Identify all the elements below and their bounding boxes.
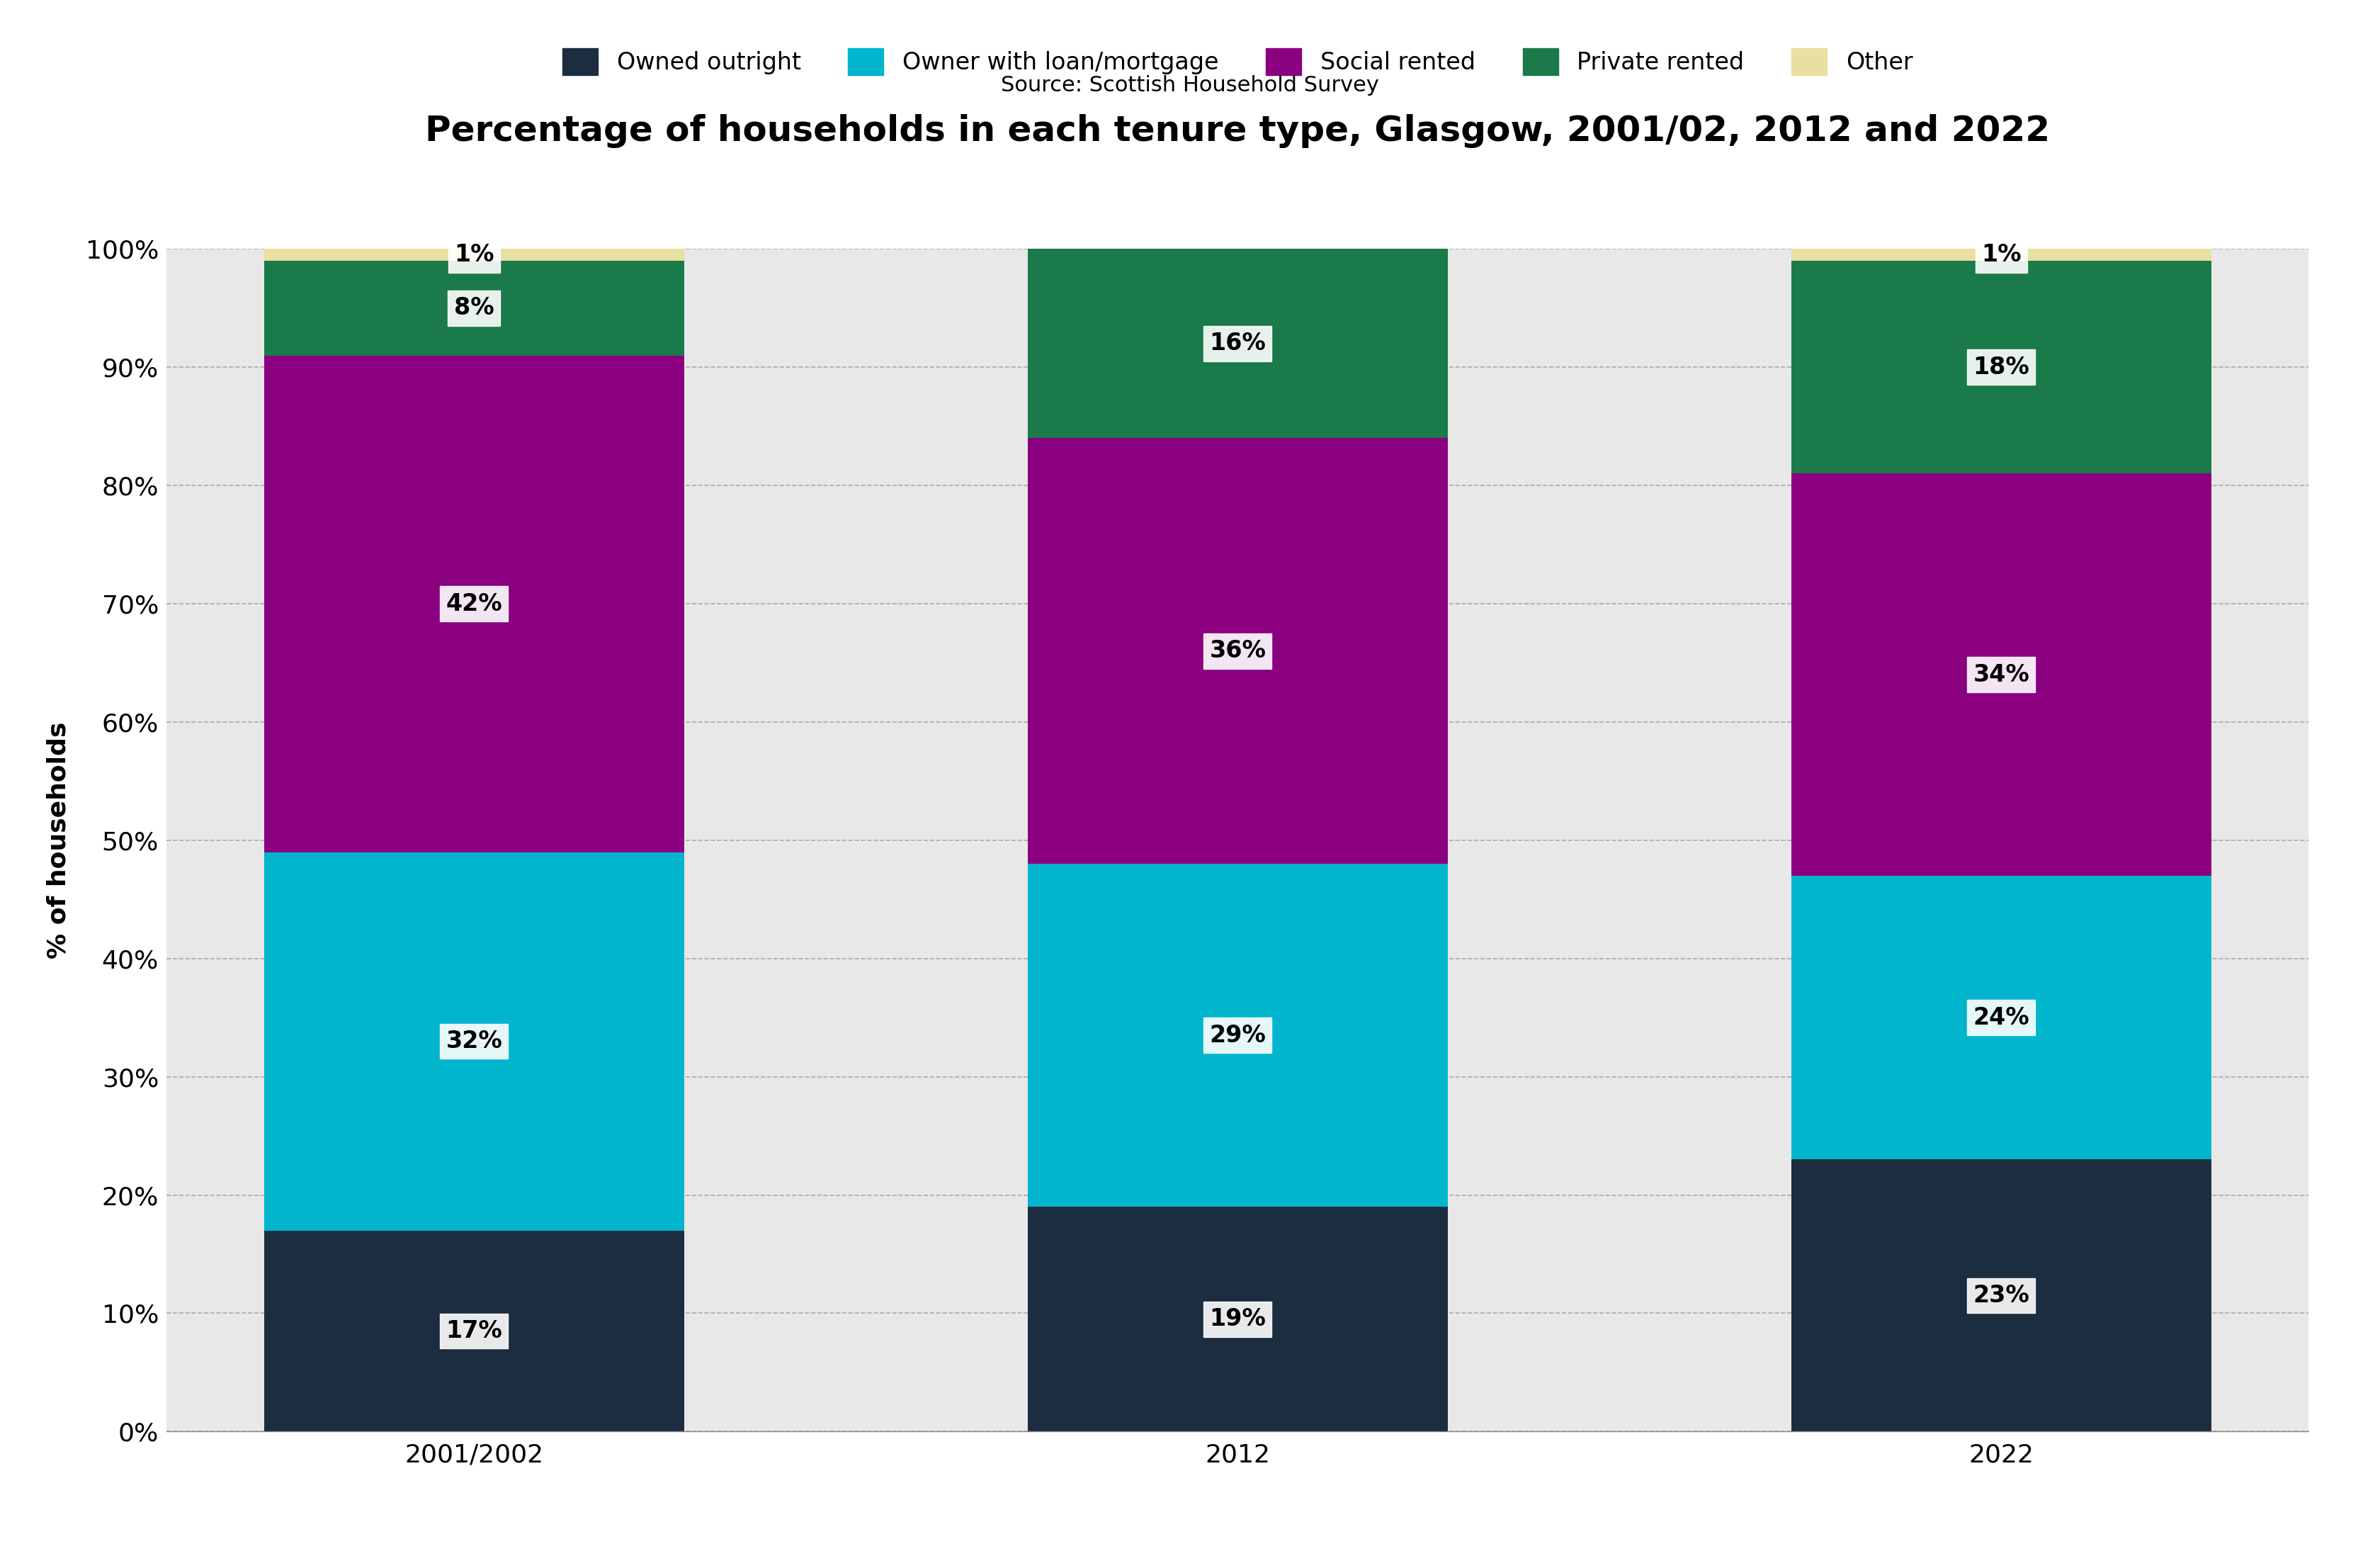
Text: Source: Scottish Household Survey: Source: Scottish Household Survey bbox=[1002, 75, 1378, 96]
Text: 36%: 36% bbox=[1209, 640, 1266, 663]
Text: 29%: 29% bbox=[1209, 1024, 1266, 1047]
Bar bbox=[264, 1231, 683, 1432]
Text: 16%: 16% bbox=[1209, 331, 1266, 355]
Bar bbox=[1792, 261, 2211, 473]
Text: 1%: 1% bbox=[455, 243, 495, 266]
Bar bbox=[1792, 876, 2211, 1159]
Bar bbox=[264, 261, 683, 355]
Text: 19%: 19% bbox=[1209, 1307, 1266, 1330]
Text: 1%: 1% bbox=[1980, 243, 2021, 266]
Bar bbox=[264, 355, 683, 853]
Bar bbox=[264, 853, 683, 1231]
Bar bbox=[1028, 439, 1447, 864]
Bar bbox=[264, 249, 683, 261]
Text: 42%: 42% bbox=[445, 591, 502, 616]
Y-axis label: % of households: % of households bbox=[48, 722, 71, 958]
Bar bbox=[1028, 864, 1447, 1207]
Bar bbox=[1028, 1207, 1447, 1432]
Text: 8%: 8% bbox=[455, 296, 495, 321]
Text: 32%: 32% bbox=[445, 1030, 502, 1053]
Bar bbox=[1792, 473, 2211, 876]
Legend: Owned outright, Owner with loan/mortgage, Social rented, Private rented, Other: Owned outright, Owner with loan/mortgage… bbox=[562, 48, 1914, 75]
Text: 34%: 34% bbox=[1973, 663, 2030, 686]
Text: 24%: 24% bbox=[1973, 1005, 2030, 1030]
Title: Percentage of households in each tenure type, Glasgow, 2001/02, 2012 and 2022: Percentage of households in each tenure … bbox=[426, 114, 2049, 148]
Bar bbox=[1028, 249, 1447, 439]
Text: 18%: 18% bbox=[1973, 355, 2030, 380]
Text: 23%: 23% bbox=[1973, 1284, 2030, 1307]
Bar bbox=[1792, 249, 2211, 261]
Bar bbox=[1792, 1159, 2211, 1432]
Text: 17%: 17% bbox=[445, 1319, 502, 1343]
